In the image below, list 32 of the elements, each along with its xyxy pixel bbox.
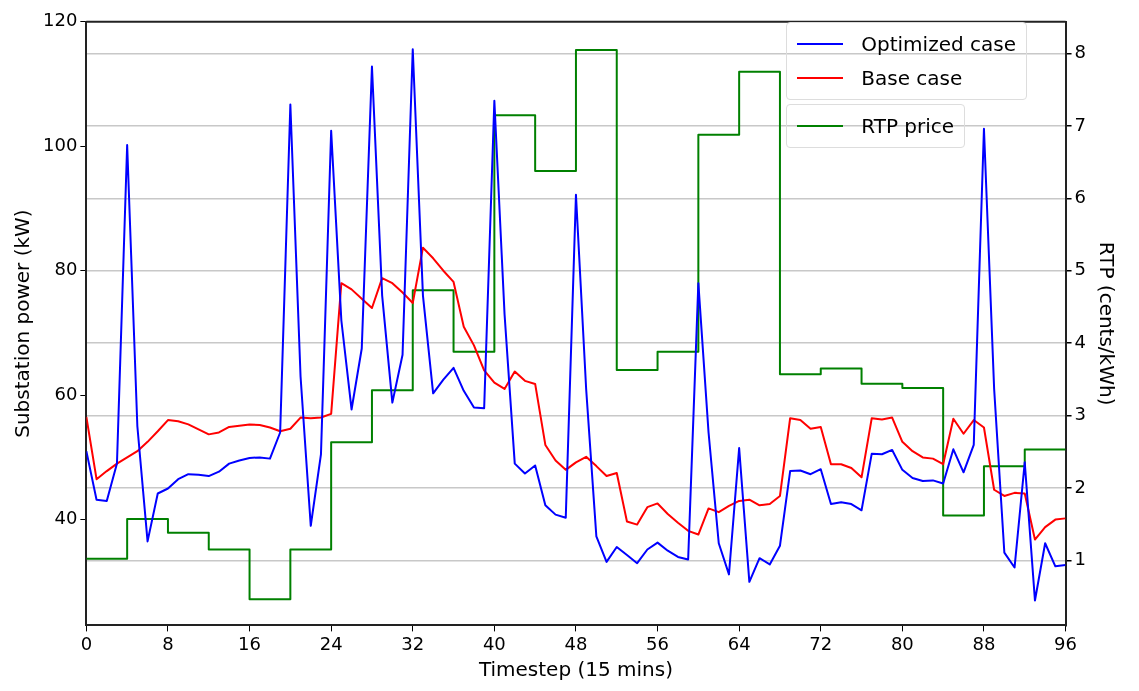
y-tick-label: 100 [43, 133, 78, 155]
y2-tick-label: 6 [1074, 186, 1086, 208]
y2-tick-label: 2 [1074, 475, 1086, 497]
y2-tick-label: 8 [1074, 41, 1086, 63]
y-tick-label: 40 [54, 507, 78, 529]
x-tick-label: 88 [972, 632, 996, 654]
y2-tick-label: 4 [1074, 330, 1086, 352]
y-tick-label: 60 [54, 382, 78, 404]
y2-tick-label: 3 [1074, 403, 1086, 425]
x-tick-label: 56 [646, 632, 669, 654]
x-tick-label: 0 [80, 632, 93, 654]
y2-axis-title: RTP (cents/kWh) [1094, 241, 1119, 406]
y2-tick-label: 1 [1074, 547, 1086, 569]
x-tick-label: 16 [238, 632, 262, 654]
legend-label: Optimized case [861, 32, 1016, 56]
x-tick-label: 40 [482, 632, 506, 654]
x-tick-label: 8 [162, 632, 174, 654]
x-axis-title: Timestep (15 mins) [477, 657, 674, 682]
x-tick-label: 80 [890, 632, 914, 654]
x-tick-label: 24 [319, 632, 343, 654]
legend-label: Base case [861, 66, 963, 90]
y2-tick-label: 7 [1074, 113, 1086, 135]
x-tick-label: 72 [809, 632, 833, 654]
x-tick-label: 48 [564, 632, 588, 654]
y-tick-label: 80 [54, 258, 78, 280]
x-tick-label: 32 [401, 632, 425, 654]
y2-tick-label: 5 [1074, 258, 1086, 280]
legend-label: RTP price [861, 114, 955, 138]
y-axis-title: Substation power (kW) [10, 209, 35, 438]
y-tick-label: 120 [43, 9, 78, 31]
x-tick-label: 96 [1054, 632, 1077, 654]
x-tick-label: 64 [727, 632, 751, 654]
